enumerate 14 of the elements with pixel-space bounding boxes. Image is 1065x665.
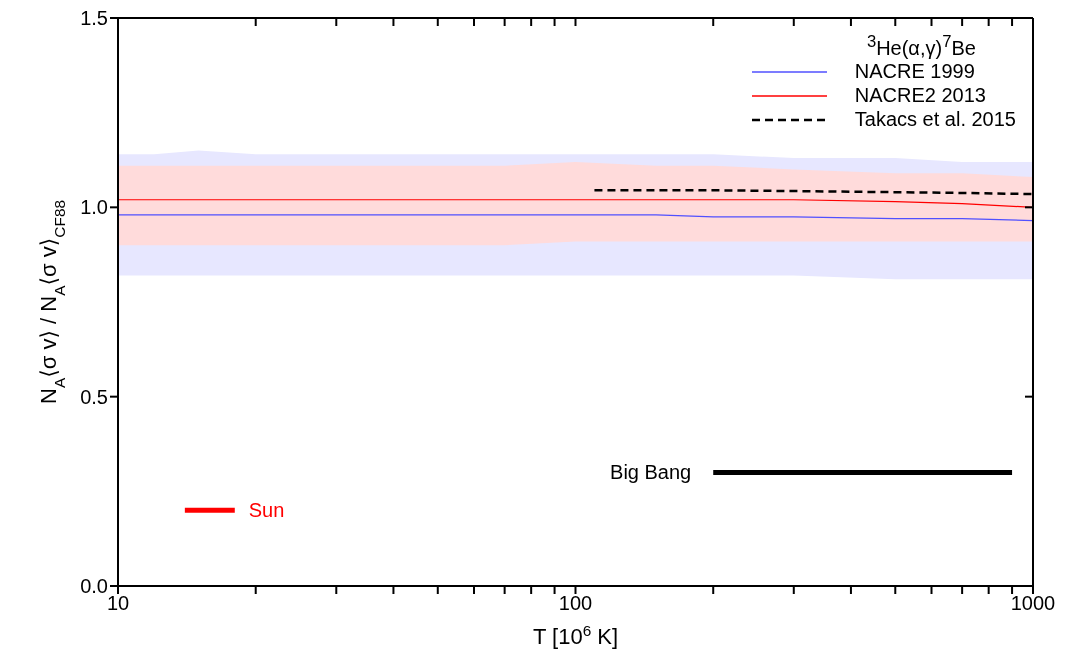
x-axis-title: T [10$^{6}$ K] (532, 621, 619, 649)
annotation: Big Bang (610, 461, 692, 484)
y-tick-label: 1.5 (80, 7, 108, 30)
x-tick-label: 10 (106, 592, 130, 615)
y-tick-label: 1.0 (80, 196, 108, 219)
y-tick-label: 0.0 (80, 575, 108, 598)
y-tick-label: 0.5 (80, 385, 108, 408)
annotation: Sun (248, 499, 285, 522)
x-tick-label: 100 (558, 592, 593, 615)
legend-label: Takacs et al. 2015 (854, 108, 1016, 132)
legend-title: $^{3}$He(α,γ)$^{7}$Be (865, 32, 977, 60)
x-tick-label: 1000 (1010, 592, 1056, 615)
legend-label: NACRE2 2013 (854, 84, 986, 108)
legend-label: NACRE 1999 (854, 60, 975, 84)
